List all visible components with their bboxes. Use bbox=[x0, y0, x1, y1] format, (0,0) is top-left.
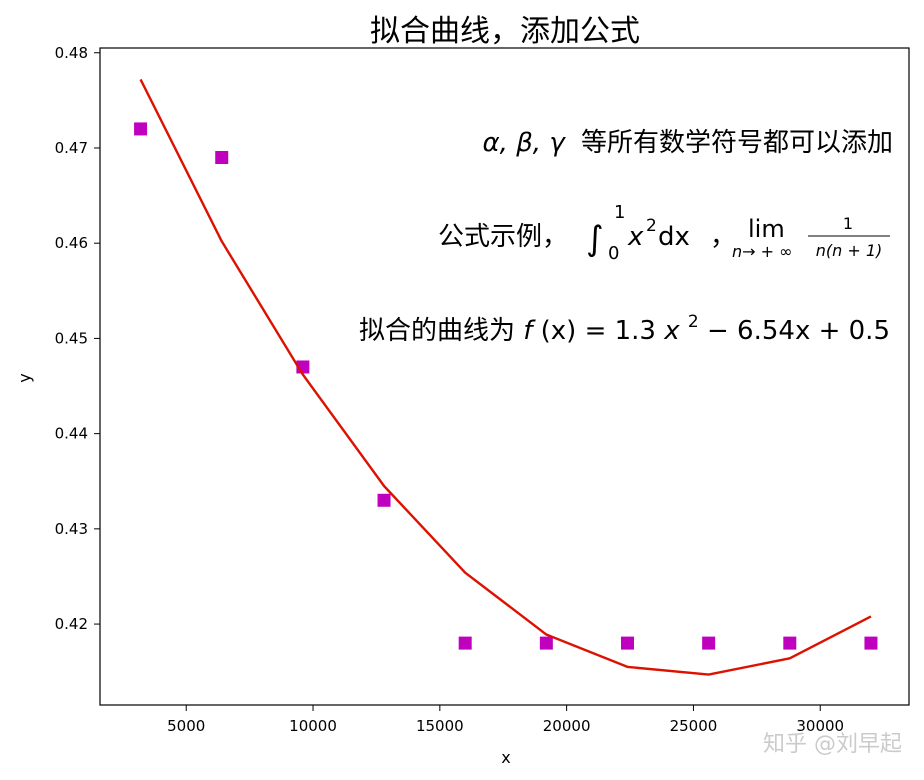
greek-symbols: α, β, γ bbox=[483, 128, 567, 158]
scatter-point bbox=[539, 636, 553, 650]
annotation-symbols-line: α, β, γ 等所有数学符号都可以添加 bbox=[483, 128, 893, 158]
scatter-point bbox=[783, 636, 797, 650]
x-tick-label: 25000 bbox=[670, 717, 718, 735]
x-tick-label: 20000 bbox=[543, 717, 591, 735]
fraction-denominator: n(n + 1) bbox=[816, 241, 883, 260]
y-tick-label: 0.45 bbox=[55, 329, 88, 347]
annotation-formula-example: 公式示例， ∫ 1 0 x 2 dx ， lim n→ + ∞ 1 n(n + … bbox=[438, 202, 890, 264]
y-axis-label: y bbox=[15, 373, 34, 382]
y-tick-label: 0.43 bbox=[55, 520, 88, 538]
y-tick-label: 0.46 bbox=[55, 234, 88, 252]
x-tick-label: 15000 bbox=[416, 717, 464, 735]
y-tick-label: 0.44 bbox=[55, 425, 88, 443]
fit-equation-lhs: (x) = 1.3 bbox=[541, 316, 656, 346]
annotation-fit-equation: 拟合的曲线为 f (x) = 1.3 x 2 − 6.54x + 0.5 bbox=[359, 304, 890, 346]
y-tick-label: 0.42 bbox=[55, 615, 88, 633]
integrand-x: x bbox=[627, 222, 644, 252]
scatter-point bbox=[215, 151, 229, 164]
formula-separator: ， bbox=[710, 222, 736, 252]
integral-lower: 0 bbox=[608, 243, 619, 264]
x-tick-label: 30000 bbox=[796, 717, 844, 735]
scatter-point bbox=[134, 122, 148, 136]
integral-sign: ∫ bbox=[586, 219, 604, 259]
x-tick-label: 10000 bbox=[289, 717, 337, 735]
fit-equation-rest: − 6.54x + 0.5 bbox=[707, 316, 890, 346]
integrand-exp: 2 bbox=[646, 216, 657, 236]
x-tick-label: 5000 bbox=[167, 717, 205, 735]
fraction-numerator: 1 bbox=[843, 214, 853, 233]
limit-word: lim bbox=[748, 215, 785, 243]
symbols-note: 等所有数学符号都可以添加 bbox=[581, 128, 893, 158]
formula-example-prefix: 公式示例， bbox=[438, 222, 568, 252]
scatter-point bbox=[377, 493, 391, 507]
scatter-point bbox=[620, 636, 634, 650]
fit-line bbox=[139, 78, 872, 676]
limit-subscript: n→ + ∞ bbox=[732, 242, 792, 261]
scatter-series bbox=[134, 122, 878, 650]
x-axis-label: x bbox=[501, 748, 510, 767]
scatter-point bbox=[702, 636, 716, 650]
fit-equation-exp: 2 bbox=[688, 312, 699, 332]
integral-dx: dx bbox=[658, 222, 690, 252]
scatter-point bbox=[864, 636, 878, 650]
fit-equation-f: f bbox=[523, 316, 536, 346]
plot-frame bbox=[99, 47, 910, 706]
integral-upper: 1 bbox=[614, 202, 625, 223]
y-tick-label: 0.48 bbox=[55, 44, 88, 62]
axis-ticks: 5000 10000 15000 20000 25000 30000 0.42 0.43 0.4… bbox=[55, 44, 845, 735]
y-tick-label: 0.47 bbox=[55, 139, 88, 157]
fit-equation-x: x bbox=[663, 316, 680, 346]
fit-equation-prefix: 拟合的曲线为 bbox=[359, 316, 515, 346]
scatter-point bbox=[458, 636, 472, 650]
chart-title: 拟合曲线，添加公式 bbox=[370, 14, 640, 49]
watermark: 知乎 @刘早起 bbox=[763, 732, 902, 757]
